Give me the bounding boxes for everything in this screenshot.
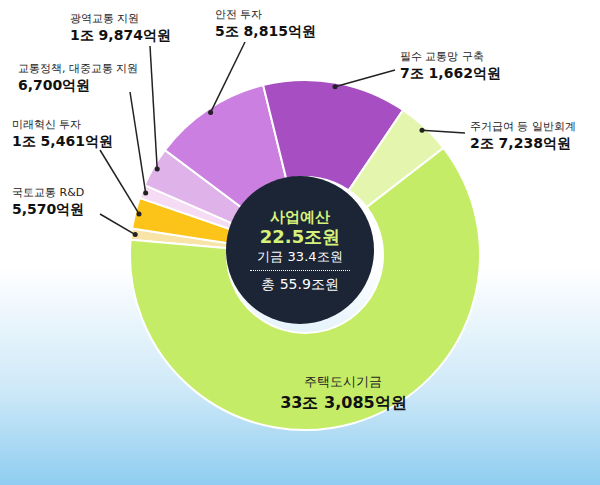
svg-text:7조 1,662억원: 7조 1,662억원 — [400, 65, 501, 81]
svg-text:광역교통 지원: 광역교통 지원 — [70, 12, 140, 25]
svg-text:미래혁신 투자: 미래혁신 투자 — [12, 118, 82, 131]
svg-text:2조 7,238억원: 2조 7,238억원 — [470, 135, 571, 151]
svg-text:필수 교통망 구축: 필수 교통망 구축 — [400, 50, 484, 63]
svg-text:6,700억원: 6,700억원 — [18, 77, 90, 93]
svg-text:5조 8,815억원: 5조 8,815억원 — [215, 23, 316, 39]
html-text:기금 33.4조원: 기금 33.4조원 — [257, 249, 343, 265]
html-text:22.5조원: 22.5조원 — [259, 225, 341, 247]
html-text:총 55.9조원: 총 55.9조원 — [261, 275, 339, 292]
html-text:사업예산: 사업예산 — [270, 207, 330, 226]
svg-text:주택도시기금: 주택도시기금 — [304, 374, 382, 389]
svg-text:1조 5,461억원: 1조 5,461억원 — [12, 133, 113, 149]
svg-text:교통정책, 대중교통 지원: 교통정책, 대중교통 지원 — [18, 62, 139, 75]
svg-text:주거급여 등 일반회계: 주거급여 등 일반회계 — [470, 120, 576, 133]
svg-text:1조 9,874억원: 1조 9,874억원 — [70, 27, 171, 43]
svg-text:국토교통 R&D: 국토교통 R&D — [12, 186, 84, 199]
svg-text:33조 3,085억원: 33조 3,085억원 — [280, 393, 406, 412]
svg-text:5,570억원: 5,570억원 — [12, 201, 84, 217]
svg-text:안전 투자: 안전 투자 — [215, 8, 263, 21]
